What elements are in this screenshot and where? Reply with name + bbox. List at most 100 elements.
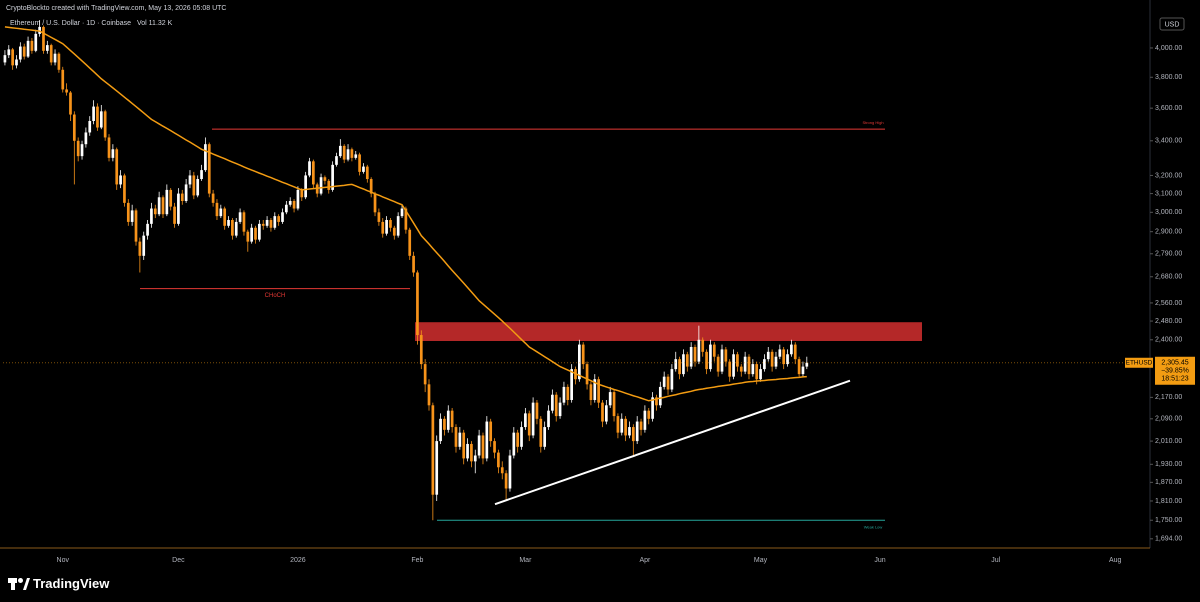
currency-box[interactable] bbox=[1159, 17, 1185, 31]
candle-body bbox=[635, 421, 639, 442]
candle-body bbox=[531, 402, 535, 436]
candle-body bbox=[601, 402, 604, 422]
candle-body bbox=[7, 49, 11, 56]
y-tick-label: 4,000.00 bbox=[1155, 45, 1182, 52]
logo-icon bbox=[11, 583, 15, 590]
candle-body bbox=[790, 344, 793, 355]
x-tick-label: Nov bbox=[57, 557, 70, 564]
candle-body bbox=[658, 386, 662, 406]
candle-body bbox=[96, 106, 99, 128]
candle-body bbox=[76, 140, 80, 157]
candle-body bbox=[578, 344, 581, 380]
candle-body bbox=[770, 351, 774, 367]
candle-body bbox=[416, 272, 419, 336]
candle-body bbox=[153, 208, 157, 215]
candle-body bbox=[743, 356, 747, 372]
y-tick-label: 1,694.00 bbox=[1155, 536, 1182, 543]
candle-body bbox=[604, 405, 608, 422]
candle-body bbox=[655, 397, 658, 406]
candle-body bbox=[327, 180, 331, 190]
x-tick-label: 2026 bbox=[290, 557, 306, 564]
y-tick-label: 2,680.00 bbox=[1155, 274, 1182, 281]
candle-body bbox=[165, 189, 169, 215]
candle-body bbox=[53, 53, 57, 63]
logo-icon bbox=[18, 578, 23, 583]
x-tick-label: Jun bbox=[874, 557, 885, 564]
candle-body bbox=[45, 45, 49, 51]
level-label: CHoCH bbox=[265, 293, 286, 299]
candle-body bbox=[755, 364, 759, 380]
y-tick-label: 2,900.00 bbox=[1155, 229, 1182, 236]
candle-body bbox=[338, 145, 342, 157]
y-tick-label: 3,400.00 bbox=[1155, 138, 1182, 145]
candle-body bbox=[720, 349, 724, 372]
candle-body bbox=[188, 175, 192, 185]
candle-body bbox=[57, 53, 61, 70]
candle-body bbox=[292, 201, 296, 209]
y-tick-label: 2,480.00 bbox=[1155, 318, 1182, 325]
candle-body bbox=[281, 212, 284, 222]
candle-body bbox=[65, 89, 68, 93]
symbol-label: ETHUSD bbox=[1126, 359, 1153, 366]
candle-body bbox=[150, 208, 153, 224]
candle-body bbox=[180, 193, 184, 202]
candle-body bbox=[670, 369, 674, 390]
candle-body bbox=[732, 354, 735, 377]
y-tick-label: 2,170.00 bbox=[1155, 394, 1182, 401]
candle-body bbox=[616, 416, 620, 433]
candle-body bbox=[458, 432, 462, 447]
candle-body bbox=[408, 229, 412, 256]
candle-body bbox=[34, 33, 38, 51]
y-tick-label: 3,600.00 bbox=[1155, 105, 1182, 112]
candle-body bbox=[123, 175, 126, 203]
currency[interactable]: USD bbox=[1165, 21, 1180, 28]
candle-body bbox=[335, 156, 338, 165]
candle-body bbox=[207, 144, 211, 194]
candle-body bbox=[446, 410, 450, 430]
candle-body bbox=[797, 359, 801, 375]
candle-body bbox=[392, 227, 396, 236]
price-label: 2,305.45 bbox=[1161, 360, 1188, 367]
candle-body bbox=[323, 177, 327, 181]
candle-body bbox=[554, 394, 558, 417]
candle-body bbox=[369, 179, 373, 194]
candle-body bbox=[250, 227, 254, 242]
candle-body bbox=[269, 219, 273, 228]
candle-body bbox=[570, 369, 573, 400]
candle-body bbox=[22, 46, 26, 57]
candle-body bbox=[138, 241, 142, 256]
candle-body bbox=[427, 384, 431, 406]
candle-body bbox=[551, 394, 554, 411]
candle-body bbox=[466, 443, 469, 459]
candle-body bbox=[419, 335, 423, 365]
candle-body bbox=[566, 386, 570, 400]
candle-body bbox=[763, 359, 766, 370]
candle-body bbox=[92, 106, 95, 121]
x-tick-label: Jul bbox=[991, 557, 1000, 564]
candle-body bbox=[431, 405, 435, 495]
candle-body bbox=[223, 208, 227, 226]
candle-body bbox=[450, 410, 454, 428]
candle-body bbox=[624, 418, 627, 436]
candle-body bbox=[311, 161, 315, 185]
x-tick-label: Feb bbox=[411, 557, 423, 564]
candle-body bbox=[304, 175, 307, 198]
candle-body bbox=[192, 175, 196, 196]
y-tick-label: 2,400.00 bbox=[1155, 337, 1182, 344]
candle-body bbox=[142, 235, 146, 256]
candle-body bbox=[439, 418, 442, 442]
candle-body bbox=[639, 421, 643, 430]
candle-body bbox=[400, 208, 404, 217]
candle-body bbox=[99, 111, 103, 128]
candle-body bbox=[500, 467, 504, 474]
candle-body bbox=[126, 202, 130, 222]
candle-body bbox=[628, 427, 631, 436]
logo-icon bbox=[8, 578, 17, 583]
candle-body bbox=[184, 184, 188, 202]
candle-body bbox=[277, 216, 280, 222]
candle-body bbox=[493, 441, 496, 453]
candle-body bbox=[728, 361, 732, 377]
candle-body bbox=[547, 410, 550, 428]
y-tick-label: 3,800.00 bbox=[1155, 74, 1182, 81]
